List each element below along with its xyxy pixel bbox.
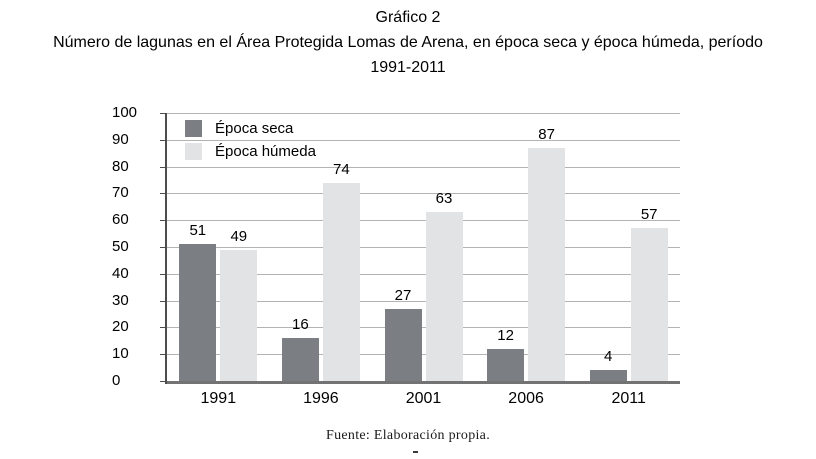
bar-value-label: 74 <box>333 160 350 178</box>
chart-title-line-3: 1991-2011 <box>370 59 446 76</box>
bar-epoca-humeda <box>220 249 258 381</box>
legend-swatch-epoca-humeda <box>185 143 202 160</box>
y-tick-mark <box>160 139 165 141</box>
y-axis-line <box>165 113 167 384</box>
y-tick-label: 70 <box>112 184 129 202</box>
legend-item: Época seca <box>185 120 316 137</box>
bar-epoca-seca <box>179 244 217 381</box>
bar-epoca-seca <box>281 338 319 381</box>
bar-epoca-seca <box>487 348 525 381</box>
y-tick-mark <box>160 220 165 222</box>
legend: Época seca Época húmeda <box>185 120 316 166</box>
gridline <box>167 327 680 329</box>
y-tick-mark <box>160 113 165 114</box>
y-tick-label: 30 <box>112 291 129 309</box>
bar-value-label: 12 <box>497 326 514 344</box>
y-tick-label: 10 <box>112 345 129 363</box>
gridline <box>167 300 680 302</box>
cropped-character-artifact <box>413 451 418 453</box>
bar-epoca-humeda <box>528 147 566 381</box>
bar-epoca-humeda <box>425 212 463 381</box>
y-tick-label: 40 <box>112 264 129 282</box>
y-tick-mark <box>160 273 165 275</box>
bar-value-label: 87 <box>538 125 555 143</box>
bar-value-label: 63 <box>435 190 453 208</box>
y-tick-mark <box>160 300 165 302</box>
y-tick-label: 50 <box>112 238 129 255</box>
y-tick-mark <box>160 193 165 195</box>
chart-title: Gráfico 2 Número de lagunas en el Área P… <box>0 5 816 80</box>
legend-label: Época húmeda <box>215 143 316 160</box>
y-tick-mark <box>160 166 165 168</box>
gridline <box>167 113 680 114</box>
bar-epoca-humeda <box>630 228 668 381</box>
gridline <box>167 166 680 168</box>
bar-epoca-humeda <box>322 182 360 381</box>
chart-title-line-1: Gráfico 2 <box>375 9 441 26</box>
source-note: Fuente: Elaboración propia. <box>326 428 490 443</box>
legend-swatch-epoca-seca <box>185 120 202 137</box>
y-tick-label: 0 <box>112 372 121 389</box>
chart-title-line-2: Número de lagunas en el Área Protegida L… <box>53 34 763 51</box>
x-axis-label: 2001 <box>405 390 442 407</box>
y-tick-label: 90 <box>112 130 129 148</box>
y-tick-label: 60 <box>112 211 129 229</box>
x-axis-label: 1996 <box>303 390 339 407</box>
bar-value-label: 49 <box>230 227 248 245</box>
x-axis-label: 1991 <box>200 390 237 407</box>
bar-epoca-seca <box>589 370 627 381</box>
bar-value-label: 51 <box>189 222 207 240</box>
gridline <box>167 193 680 195</box>
y-tick-mark <box>160 247 165 248</box>
y-tick-mark <box>160 327 165 329</box>
gridline <box>167 273 680 275</box>
bar-value-label: 27 <box>394 286 412 304</box>
bar-epoca-seca <box>384 308 422 381</box>
bar-value-label: 16 <box>292 316 309 334</box>
y-tick-mark <box>160 354 165 356</box>
y-tick-mark <box>160 381 165 382</box>
gridline <box>167 220 680 222</box>
y-tick-label: 20 <box>112 318 129 336</box>
plot-area: Época seca Época húmeda 51 49 1991 16 74 1996 2… <box>167 113 680 407</box>
y-tick-label: 100 <box>112 104 138 121</box>
legend-label: Época seca <box>215 120 294 137</box>
gridline <box>167 139 680 141</box>
bar-value-label: 4 <box>604 348 613 366</box>
legend-item: Época húmeda <box>185 143 316 160</box>
x-axis-label: 2006 <box>508 390 544 407</box>
gridline <box>167 354 680 356</box>
gridline <box>167 247 680 248</box>
x-axis-line <box>167 381 680 384</box>
x-axis-label: 2011 <box>611 390 646 407</box>
y-tick-label: 80 <box>112 157 129 175</box>
bar-value-label: 57 <box>640 206 658 224</box>
